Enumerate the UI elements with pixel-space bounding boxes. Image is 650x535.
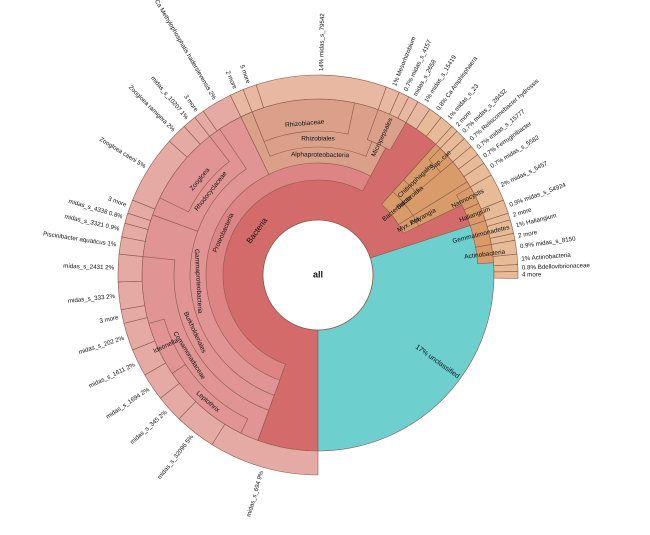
leaf-segment-0-8-bdellovibrionaceae[interactable] [493,264,519,273]
leaf-label-0-7-midas-s-5582: 0.7% midas_s_5582 [489,134,541,170]
ring-label-rhizobiaceae: Rhizobiaceae [285,119,325,129]
leaf-label-3-more: 3 more [107,195,128,208]
leaf-label-3-more: 3 more [99,314,120,325]
leaf-label-0-9-midas-s-54924: 0.9% midas_s_54924 [509,182,568,209]
center-hole[interactable] [262,219,374,331]
leaf-segment-midas-s-2431-2[interactable] [117,253,144,283]
leaf-label-14-midas-s-79542: 14% midas_s_79542 [318,13,326,71]
leaf-label-2-more: 2 more [518,229,539,240]
leaf-label-zoogloea-caeni-5: Zoogloea caeni 5% [98,136,147,170]
leaf-label-5-more: 5 more [238,64,251,85]
leaf-segment-midas-s-333-2[interactable] [117,280,146,311]
leaf-label-piscinibacter-aquaticus-1: Piscinibacter aquaticus 1% [43,231,118,249]
leaf-label-midas-s-1611-2: midas_s_1611 2% [88,361,137,390]
ring-label-alphaproteobacteria: Alphaproteobacteria [291,151,350,159]
leaf-label-0-8-bdellovibrionaceae: 0.8% Bdellovibrionaceae [522,262,591,271]
ring-label-rhizobiales: Rhizobiales [301,136,335,143]
taxonomy-rings [141,98,495,452]
center-label: all [313,269,323,279]
leaf-label-midas-s-32096-5: midas_s_32096 5% [156,433,195,481]
leaf-label-2-more: 2 more [224,70,238,91]
leaf-label-4-more: 4 more [522,272,542,279]
ring-label-gammaproteobacteria: Gammaproteobacteria [193,249,203,314]
leaf-label-midas-s-694-9: midas_s_694 9% [245,470,265,518]
leaf-segment-4-more[interactable] [493,271,519,279]
leaf-label-midas-s-2431-2: midas_s_2431 2% [63,263,115,272]
leaf-segments [117,74,519,476]
leaf-label-2-midas-s-5457: 2% midas_s_5457 [500,160,549,189]
leaf-label-midas-s-345-2: midas_s_345 2% [129,409,169,446]
leaf-label-midas-s-333-2: midas_s_333 2% [68,293,116,305]
leaf-label-2-more: 2 more [512,206,533,218]
leaf-label-midas-s-202-2: midas_s_202 2% [78,335,126,356]
leaf-label-midas-s-1694-2: midas_s_1694 2% [105,386,152,421]
leaf-label-1-actinobacteria: 1% Actinobacteria [521,252,571,263]
